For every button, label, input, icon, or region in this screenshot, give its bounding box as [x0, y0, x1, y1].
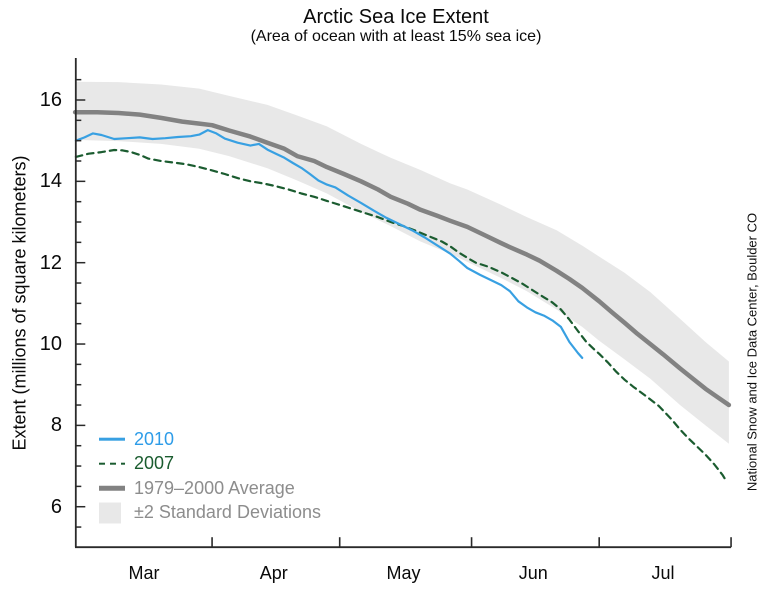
y-tick-label-10: 10 [39, 333, 62, 356]
data-source-credit: National Snow and Ice Data Center, Bould… [744, 212, 760, 492]
chart-title: Arctic Sea Ice Extent [303, 6, 489, 28]
legend-swatch-box-icon [99, 502, 125, 524]
series-line-2010 [74, 129, 584, 359]
legend-label: ±2 Standard Deviations [134, 502, 321, 523]
y-tick-label-12: 12 [39, 251, 62, 274]
y-axis-label: Extent (millions of square kilometers) [9, 155, 30, 451]
legend-swatch-thick-icon [99, 477, 125, 499]
legend-swatch-dashed-icon [99, 453, 125, 475]
legend-swatch-line-icon [99, 428, 125, 450]
legend-item-2007: 2007 [99, 452, 321, 477]
x-month-label-mar: Mar [128, 563, 160, 583]
x-month-label-apr: Apr [259, 563, 288, 583]
x-month-label-jul: Jul [651, 563, 675, 583]
legend-item-2010: 2010 [99, 427, 321, 452]
legend-label: 2010 [134, 428, 175, 449]
legend-item--2-standard-deviations: ±2 Standard Deviations [99, 501, 321, 526]
y-tick-label-6: 6 [50, 495, 62, 518]
y-tick-label-8: 8 [50, 414, 62, 437]
chart-subtitle: (Area of ocean with at least 15% sea ice… [250, 28, 542, 45]
legend-label: 1979–2000 Average [134, 477, 295, 498]
legend: 2010 2007 1979–2000 Average ±2 Standard Dev… [99, 427, 321, 525]
y-tick-label-14: 14 [39, 170, 62, 193]
std-dev-band [75, 81, 729, 444]
legend-item-1979-2000-average: 1979–2000 Average [99, 476, 321, 501]
series-line-1979-2000-average [72, 109, 732, 408]
legend-label: 2007 [134, 453, 175, 474]
y-tick-label-16: 16 [39, 89, 62, 111]
x-month-label-jun: Jun [518, 563, 548, 583]
series-line-2007 [74, 148, 728, 483]
x-month-label-may: May [386, 563, 421, 583]
